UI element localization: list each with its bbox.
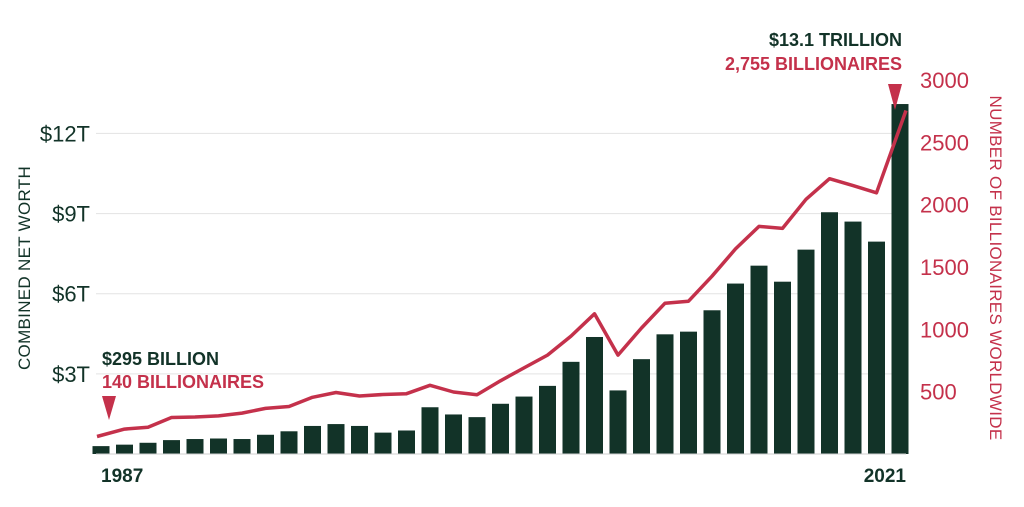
net-worth-bar: [797, 249, 815, 454]
net-worth-bars: [92, 104, 909, 455]
net-worth-bar: [327, 424, 345, 454]
net-worth-bar: [586, 336, 603, 454]
net-worth-bar: [492, 403, 509, 454]
billionaires-count-line: [96, 109, 908, 439]
net-worth-bar: [139, 442, 157, 454]
net-worth-bar: [210, 438, 227, 454]
start-annotation-arrow: [102, 396, 116, 420]
net-worth-bar: [257, 434, 274, 454]
net-worth-bar: [750, 265, 768, 454]
right-axis-ticks: 500 1000 1500 2000 2500 3000: [920, 68, 969, 405]
end-annotation-count: 2,755 BILLIONAIRES: [725, 54, 902, 74]
right-tick-label: 3000: [920, 68, 969, 93]
start-annotation-value: $295 BILLION: [102, 349, 219, 369]
net-worth-bar: [633, 359, 650, 454]
right-axis-title: NUMBER OF BILLIONAIRES WORLDWIDE: [986, 96, 1005, 441]
x-tick-first: 1987: [101, 466, 143, 487]
net-worth-bar: [774, 281, 791, 454]
net-worth-bar: [421, 407, 439, 454]
net-worth-bar: [445, 414, 462, 454]
end-annotation-value: $13.1 TRILLION: [769, 30, 902, 50]
right-tick-label: 500: [920, 380, 957, 405]
net-worth-bar: [116, 444, 133, 454]
gridlines: [96, 132, 906, 375]
net-worth-bar: [186, 439, 204, 454]
left-tick-label: $6T: [52, 282, 90, 307]
net-worth-bar: [891, 104, 909, 455]
net-worth-bar: [92, 446, 110, 454]
left-axis-title: COMBINED NET WORTH: [15, 166, 34, 370]
left-tick-label: $3T: [52, 362, 90, 387]
net-worth-bar: [468, 417, 486, 454]
left-tick-label: $9T: [52, 202, 90, 227]
net-worth-bar: [821, 212, 838, 454]
left-tick-label: $12T: [40, 121, 90, 146]
net-worth-bar: [656, 334, 674, 454]
start-annotation-count: 140 BILLIONAIRES: [102, 372, 264, 392]
net-worth-bar: [374, 432, 392, 454]
net-worth-bar: [539, 385, 556, 454]
right-tick-label: 2000: [920, 193, 969, 218]
net-worth-bar: [703, 310, 721, 454]
net-worth-bar: [351, 425, 368, 454]
net-worth-bar: [163, 440, 180, 454]
net-worth-bar: [868, 241, 885, 454]
right-tick-label: 1000: [920, 317, 969, 342]
net-worth-bar: [609, 390, 627, 454]
net-worth-bar: [280, 431, 298, 454]
right-tick-label: 1500: [920, 255, 969, 280]
net-worth-bar: [562, 361, 580, 454]
net-worth-bar: [233, 439, 251, 454]
end-annotation-arrow: [888, 84, 902, 110]
net-worth-bar: [398, 430, 415, 454]
x-tick-last: 2021: [864, 466, 907, 487]
net-worth-bar: [727, 283, 744, 454]
net-worth-bar: [515, 396, 533, 454]
right-tick-label: 2500: [920, 130, 969, 155]
left-axis-ticks: $3T $6T $9T $12T: [40, 121, 90, 386]
net-worth-bar: [680, 331, 697, 454]
net-worth-bar: [844, 221, 862, 454]
net-worth-bar: [304, 425, 321, 454]
